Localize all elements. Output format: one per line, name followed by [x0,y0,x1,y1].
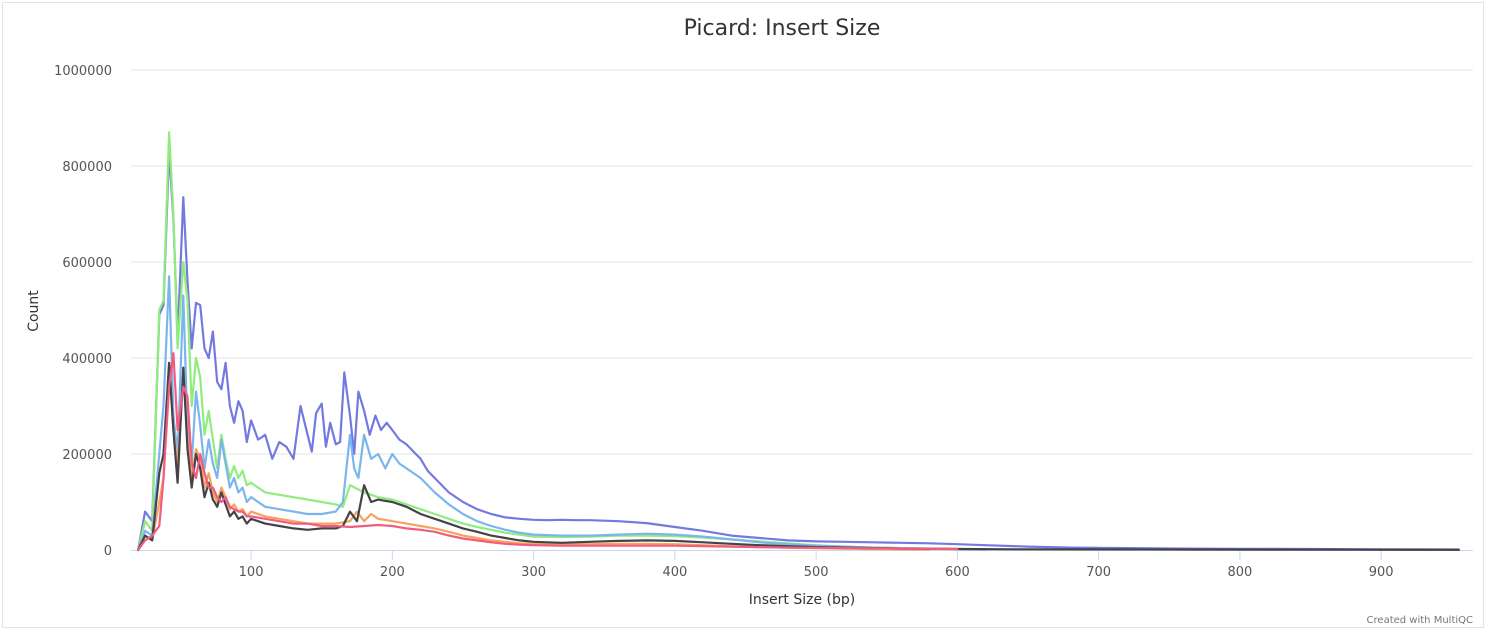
x-tick-label: 300 [521,565,546,580]
x-axis-label: Insert Size (bp) [749,592,856,608]
series-line-4[interactable] [137,366,931,552]
x-tick-label: 600 [945,565,970,580]
chart-title: Picard: Insert Size [684,16,881,41]
x-tick-label: 200 [380,565,405,580]
y-tick-label: 0 [104,544,112,559]
series-line-1[interactable] [137,150,1461,552]
series-line-5[interactable] [137,361,1461,552]
y-tick-label: 400000 [62,352,112,367]
grid-lines [131,69,1473,551]
y-tick-label: 800000 [62,160,112,175]
y-axis-ticks: 0 200000 400000 600000 800000 1000000 [54,64,112,559]
y-tick-label: 1000000 [54,64,112,79]
x-tick-label: 100 [239,565,264,580]
x-axis-ticks: 100 200 300 400 500 600 700 800 900 [239,550,1394,580]
y-tick-label: 200000 [62,448,112,463]
x-tick-label: 800 [1228,565,1253,580]
x-tick-label: 400 [662,565,687,580]
series-line-2[interactable] [137,131,987,552]
series-line-6[interactable] [137,352,959,552]
chart-credit[interactable]: Created with MultiQC [1367,615,1473,626]
y-axis-label: Count [26,290,42,332]
y-tick-label: 600000 [62,256,112,271]
insert-size-chart: Picard: Insert Size 0 200000 400000 600000 8… [26,16,1473,626]
series-lines [137,131,1461,552]
x-tick-label: 500 [804,565,829,580]
x-tick-label: 700 [1086,565,1111,580]
series-line-3[interactable] [137,275,987,552]
x-tick-label: 900 [1369,565,1394,580]
